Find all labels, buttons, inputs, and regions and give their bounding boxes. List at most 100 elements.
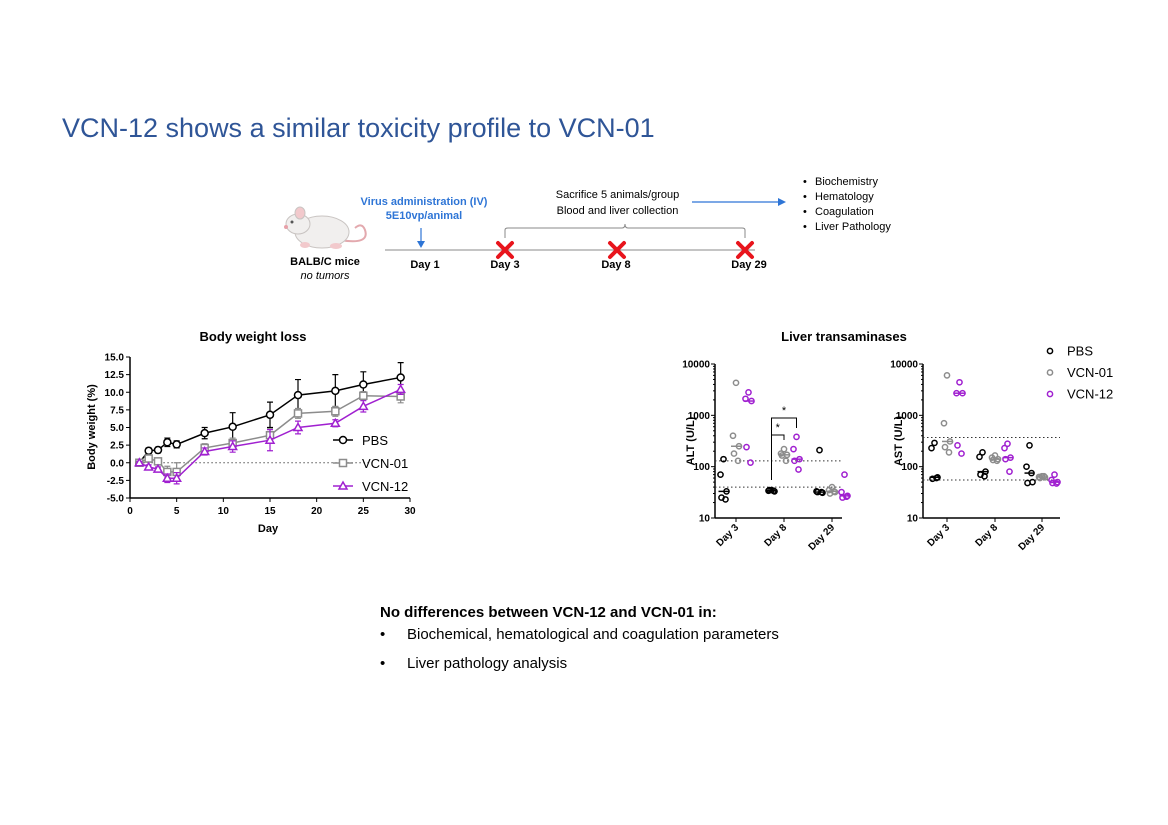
y-tick-label: 100	[901, 462, 918, 473]
significance-bracket	[771, 434, 785, 480]
cross-stroke	[496, 241, 514, 259]
data-point-vcn-12	[841, 471, 848, 478]
data-point-vcn-01	[993, 457, 1001, 465]
data-point-pbs	[818, 488, 825, 496]
legend-marker-circle	[1046, 347, 1054, 355]
data-point-pbs	[814, 488, 821, 496]
data-point-vcn-12	[1002, 455, 1009, 463]
conclusion-heading: No differences between VCN-12 and VCN-01…	[380, 604, 717, 621]
data-point-vcn-12	[795, 466, 802, 473]
bracket	[504, 223, 746, 238]
data-point-vcn-01	[945, 449, 953, 456]
data-point	[293, 390, 303, 400]
data-point	[144, 446, 153, 456]
data-point-vcn-12	[793, 433, 800, 441]
data-point	[331, 386, 340, 396]
analyses-list: • Biochemistry • Hematology • Coagulation •…	[803, 175, 891, 235]
data-point-vcn-01	[735, 442, 743, 450]
data-point-vcn-12	[954, 442, 961, 449]
data-point-vcn-01	[732, 379, 740, 387]
data-point	[143, 461, 154, 471]
legend-label: VCN-01	[362, 456, 408, 471]
data-point	[200, 428, 209, 438]
chart-title: Body weight loss	[200, 329, 307, 344]
legend-label: VCN-12	[362, 479, 408, 494]
y-tick-label: 2.5	[110, 441, 124, 452]
data-point-pbs	[1028, 469, 1035, 477]
arrow-down-icon	[417, 228, 425, 248]
mouse-sublabel: no tumors	[300, 270, 350, 282]
data-point-pbs	[720, 455, 727, 463]
legend-marker-triangle	[337, 480, 349, 490]
significance-label: *	[782, 405, 787, 417]
virus-line-2: 5E10vp/animal	[385, 210, 463, 222]
data-point-pbs	[931, 439, 938, 447]
legend-label: PBS	[1067, 344, 1093, 359]
y-tick-label: 7.5	[110, 405, 124, 416]
y-axis-title: AST (U/L)	[893, 416, 905, 466]
data-point	[171, 472, 182, 483]
virus-line-1: Virus administration (IV)	[360, 196, 488, 208]
sacrifice-cross-icon	[496, 241, 514, 259]
data-point-vcn-12	[745, 389, 752, 396]
data-point	[153, 445, 163, 455]
data-point-pbs	[816, 446, 823, 454]
y-tick-label: -5.0	[107, 494, 125, 505]
data-point-vcn-12	[958, 450, 965, 457]
sacrifice-line-1: Sacrifice 5 animals/group	[555, 189, 680, 201]
data-point	[359, 391, 368, 401]
x-tick-label: Day 29	[1017, 522, 1048, 553]
data-point-vcn-12	[743, 443, 750, 451]
data-point	[396, 373, 405, 382]
data-point-pbs	[1023, 463, 1030, 471]
data-point-vcn-12	[838, 488, 845, 496]
data-point-vcn-12	[1004, 440, 1011, 448]
arrow-right-icon	[692, 198, 786, 206]
data-point	[144, 454, 153, 463]
conclusion-bullet: • Biochemical, hematological and coagulat…	[380, 626, 779, 643]
data-point-vcn-12	[1051, 471, 1058, 478]
cross-stroke	[608, 241, 626, 259]
analysis-item: • Biochemistry	[803, 176, 878, 188]
data-point-vcn-01	[941, 443, 949, 451]
legend-marker-circle	[1046, 369, 1054, 376]
data-point-vcn-12	[1049, 479, 1056, 487]
mouse-icon	[284, 206, 367, 249]
data-point-pbs	[928, 444, 935, 452]
y-tick-label: 12.5	[105, 370, 125, 381]
data-point	[199, 445, 210, 456]
mouse-label: BALB/C mice	[290, 256, 360, 268]
x-tick-label: Day 3	[714, 522, 741, 549]
x-tick-label: 25	[358, 506, 370, 517]
data-point-pbs	[933, 474, 940, 482]
data-point-vcn-01	[830, 488, 838, 495]
sacrifice-cross-icon	[736, 241, 754, 259]
cross-stroke	[736, 241, 754, 259]
y-tick-label: 10.0	[105, 388, 125, 399]
data-point-pbs	[1024, 479, 1031, 487]
data-point-vcn-12	[1053, 480, 1060, 487]
y-tick-label: 15.0	[105, 353, 125, 364]
chart-title: Liver transaminases	[781, 329, 907, 344]
legend-label: VCN-12	[1067, 387, 1113, 402]
x-tick-label: 20	[311, 506, 323, 517]
data-point	[265, 410, 275, 420]
data-point-vcn-12	[956, 378, 963, 386]
x-tick-label: 0	[127, 506, 133, 517]
x-tick-label: 5	[174, 506, 180, 517]
analysis-item: • Liver Pathology	[803, 221, 891, 233]
legend-marker-circle	[338, 435, 348, 445]
y-tick-label: 5.0	[110, 423, 124, 434]
day-label: Day 1	[410, 259, 440, 271]
y-axis-title: ALT (U/L)	[685, 416, 697, 465]
data-point-vcn-01	[1040, 472, 1048, 480]
x-tick-label: Day 8	[762, 522, 789, 549]
data-point-vcn-12	[1001, 444, 1008, 452]
data-point-vcn-12	[843, 493, 850, 501]
series-vcn-12	[134, 383, 406, 485]
data-point-vcn-01	[734, 457, 742, 465]
sacrifice-line-2: Blood and liver collection	[556, 205, 679, 217]
data-point	[331, 407, 340, 416]
data-point-vcn-01	[946, 438, 954, 445]
